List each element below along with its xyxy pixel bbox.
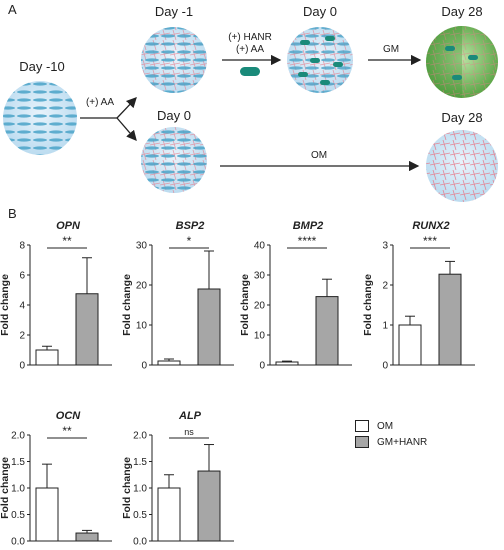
y-tick-label-bsp2: 0 xyxy=(141,361,147,372)
bar-opn-om xyxy=(35,349,59,366)
significance-label-opn: ** xyxy=(62,234,72,248)
y-tick-label-alp: 2.0 xyxy=(133,431,147,442)
bar-bmp2-om xyxy=(275,361,299,366)
y-tick-label-bsp2: 20 xyxy=(136,281,148,292)
y-tick-label-bmp2: 30 xyxy=(254,271,266,282)
label-day0-top: Day 0 xyxy=(303,4,337,19)
bar-runx2-gm-hanr xyxy=(438,273,462,366)
label-day-m1: Day -1 xyxy=(154,4,194,19)
y-tick-label-alp: 1.5 xyxy=(133,457,147,468)
label-day28-top: Day 28 xyxy=(441,4,483,19)
chart-title-alp: ALP xyxy=(178,410,202,422)
label-om: OM xyxy=(310,150,328,161)
y-tick-label-ocn: 1.5 xyxy=(11,457,25,468)
process-arrows xyxy=(80,54,422,172)
significance-label-bsp2: * xyxy=(187,234,192,248)
bar-bsp2-om xyxy=(157,360,181,366)
y-tick-label-ocn: 0.5 xyxy=(11,510,25,521)
sphere-day-m10 xyxy=(3,81,77,155)
y-tick-label-ocn: 2.0 xyxy=(11,431,25,442)
bar-opn-gm-hanr xyxy=(75,293,99,366)
y-tick-label-bmp2: 40 xyxy=(254,241,266,252)
sphere-day28-gm xyxy=(426,26,498,98)
bar-runx2-om xyxy=(398,324,422,366)
bar-ocn-gm-hanr xyxy=(75,532,99,542)
y-tick-label-runx2: 2 xyxy=(382,281,388,292)
legend-label-gm-hanr: GM+HANR xyxy=(377,436,428,448)
schematic-diagram xyxy=(3,26,498,202)
y-tick-label-bmp2: 10 xyxy=(254,331,266,342)
legend-label-om: OM xyxy=(377,420,394,432)
y-tick-label-opn: 4 xyxy=(19,301,25,312)
label-aa: (+) AA xyxy=(85,97,115,108)
legend-swatch-gm-hanr xyxy=(355,436,369,448)
chart-title-ocn: OCN xyxy=(56,410,82,422)
y-tick-label-opn: 2 xyxy=(19,331,25,342)
y-axis-label-alp: Fold change xyxy=(121,457,133,519)
hanr-rod-icon xyxy=(240,67,260,76)
y-tick-label-bmp2: 0 xyxy=(259,361,265,372)
significance-label-alp: ns xyxy=(184,427,194,437)
y-tick-label-alp: 0.0 xyxy=(133,537,147,548)
label-day-m10: Day -10 xyxy=(19,59,65,74)
label-gm: GM xyxy=(382,44,400,55)
legend-swatch-om xyxy=(355,420,369,432)
y-tick-label-runx2: 0 xyxy=(382,361,388,372)
panel-b-letter: B xyxy=(8,206,17,221)
y-tick-label-ocn: 0.0 xyxy=(11,537,25,548)
significance-label-ocn: ** xyxy=(62,424,72,438)
y-tick-label-bmp2: 20 xyxy=(254,301,266,312)
y-tick-label-opn: 6 xyxy=(19,271,25,282)
chart-title-bmp2: BMP2 xyxy=(293,220,324,232)
y-tick-label-bsp2: 10 xyxy=(136,321,148,332)
legend-item-om: OM xyxy=(355,418,427,434)
sphere-day0-om xyxy=(141,127,207,193)
bar-ocn-om xyxy=(35,487,59,542)
chart-title-bsp2: BSP2 xyxy=(176,220,205,232)
label-hanr: (+) HANR xyxy=(228,32,272,43)
y-tick-label-runx2: 1 xyxy=(382,321,388,332)
chart-title-runx2: RUNX2 xyxy=(412,220,449,232)
label-hanr-aa: (+) AA xyxy=(235,44,265,55)
y-axis-label-ocn: Fold change xyxy=(0,457,11,519)
y-tick-label-alp: 0.5 xyxy=(133,510,147,521)
label-day0-bottom: Day 0 xyxy=(157,108,191,123)
sphere-day-m1 xyxy=(141,27,207,93)
y-axis-label-runx2: Fold change xyxy=(362,274,374,336)
y-tick-label-opn: 8 xyxy=(19,241,25,252)
y-axis-label-opn: Fold change xyxy=(0,274,11,336)
bar-bmp2-gm-hanr xyxy=(315,296,339,366)
sphere-day28-om xyxy=(426,130,498,202)
y-axis-label-bsp2: Fold change xyxy=(121,274,133,336)
bar-alp-gm-hanr xyxy=(197,470,221,542)
chart-title-opn: OPN xyxy=(56,220,81,232)
y-tick-label-ocn: 1.0 xyxy=(11,484,25,495)
y-tick-label-bsp2: 30 xyxy=(136,241,148,252)
bar-alp-om xyxy=(157,487,181,542)
y-tick-label-alp: 1.0 xyxy=(133,484,147,495)
sphere-day0-hanr xyxy=(287,27,353,93)
label-day28-bottom: Day 28 xyxy=(441,110,483,125)
y-axis-label-bmp2: Fold change xyxy=(239,274,251,336)
legend: OM GM+HANR xyxy=(355,418,427,450)
bar-bsp2-gm-hanr xyxy=(197,288,221,366)
y-tick-label-opn: 0 xyxy=(19,361,25,372)
panel-a-letter: A xyxy=(8,2,17,17)
legend-item-gm-hanr: GM+HANR xyxy=(355,434,427,450)
significance-label-runx2: *** xyxy=(423,234,437,248)
y-tick-label-runx2: 3 xyxy=(382,241,388,252)
significance-label-bmp2: **** xyxy=(298,234,317,248)
